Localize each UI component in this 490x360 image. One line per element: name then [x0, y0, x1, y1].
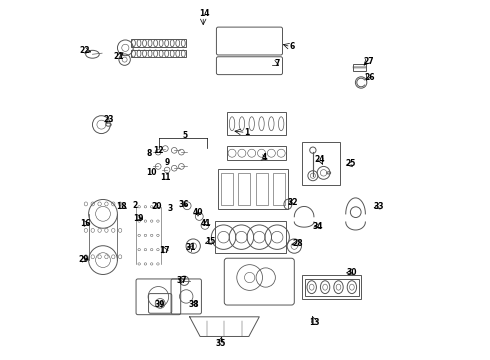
Bar — [256, 173, 268, 204]
Bar — [302, 143, 340, 185]
Text: 4: 4 — [262, 153, 267, 162]
Bar — [227, 112, 286, 135]
Bar — [302, 275, 361, 298]
Text: 32: 32 — [288, 198, 298, 207]
Text: 1: 1 — [245, 128, 250, 137]
Bar — [238, 173, 250, 204]
Text: 2: 2 — [133, 201, 138, 210]
Bar — [215, 221, 286, 253]
Text: 14: 14 — [198, 9, 209, 18]
Text: 35: 35 — [216, 339, 226, 348]
Text: 23: 23 — [103, 115, 114, 124]
Bar — [305, 279, 359, 296]
Text: 27: 27 — [363, 57, 373, 66]
Text: 39: 39 — [155, 300, 165, 309]
Text: 31: 31 — [185, 243, 196, 252]
Text: 37: 37 — [176, 276, 187, 285]
Text: 20: 20 — [151, 202, 162, 211]
Bar — [131, 50, 186, 58]
Text: 19: 19 — [133, 214, 144, 223]
Text: 3: 3 — [168, 204, 172, 213]
Text: 38: 38 — [189, 300, 199, 309]
Text: 9: 9 — [165, 158, 170, 167]
Text: 12: 12 — [153, 146, 164, 155]
Text: 18: 18 — [117, 202, 127, 211]
Bar — [227, 146, 286, 160]
Text: 33: 33 — [374, 202, 384, 211]
Text: 25: 25 — [345, 159, 356, 168]
Text: 40: 40 — [193, 208, 203, 217]
Bar — [218, 169, 288, 208]
Text: 30: 30 — [346, 268, 357, 277]
Text: 21: 21 — [114, 52, 124, 61]
Text: 41: 41 — [201, 219, 212, 228]
Bar — [273, 173, 285, 204]
Text: 29: 29 — [78, 255, 89, 264]
Text: 15: 15 — [205, 237, 215, 246]
Text: 26: 26 — [364, 73, 374, 82]
Text: 7: 7 — [274, 59, 280, 68]
Text: 34: 34 — [313, 222, 323, 231]
Text: 8: 8 — [147, 149, 152, 158]
Text: 13: 13 — [309, 318, 320, 327]
Text: 16: 16 — [80, 219, 90, 228]
Text: 28: 28 — [293, 239, 303, 248]
Bar — [221, 173, 233, 204]
Bar — [353, 64, 366, 71]
Text: 11: 11 — [160, 173, 171, 182]
Text: 6: 6 — [290, 42, 295, 51]
Text: 22: 22 — [80, 46, 90, 55]
Bar — [131, 39, 186, 47]
Text: 36: 36 — [178, 200, 189, 209]
Text: 24: 24 — [314, 155, 324, 164]
Text: 17: 17 — [159, 246, 170, 255]
Text: 5: 5 — [183, 131, 188, 140]
Text: 10: 10 — [146, 168, 157, 177]
